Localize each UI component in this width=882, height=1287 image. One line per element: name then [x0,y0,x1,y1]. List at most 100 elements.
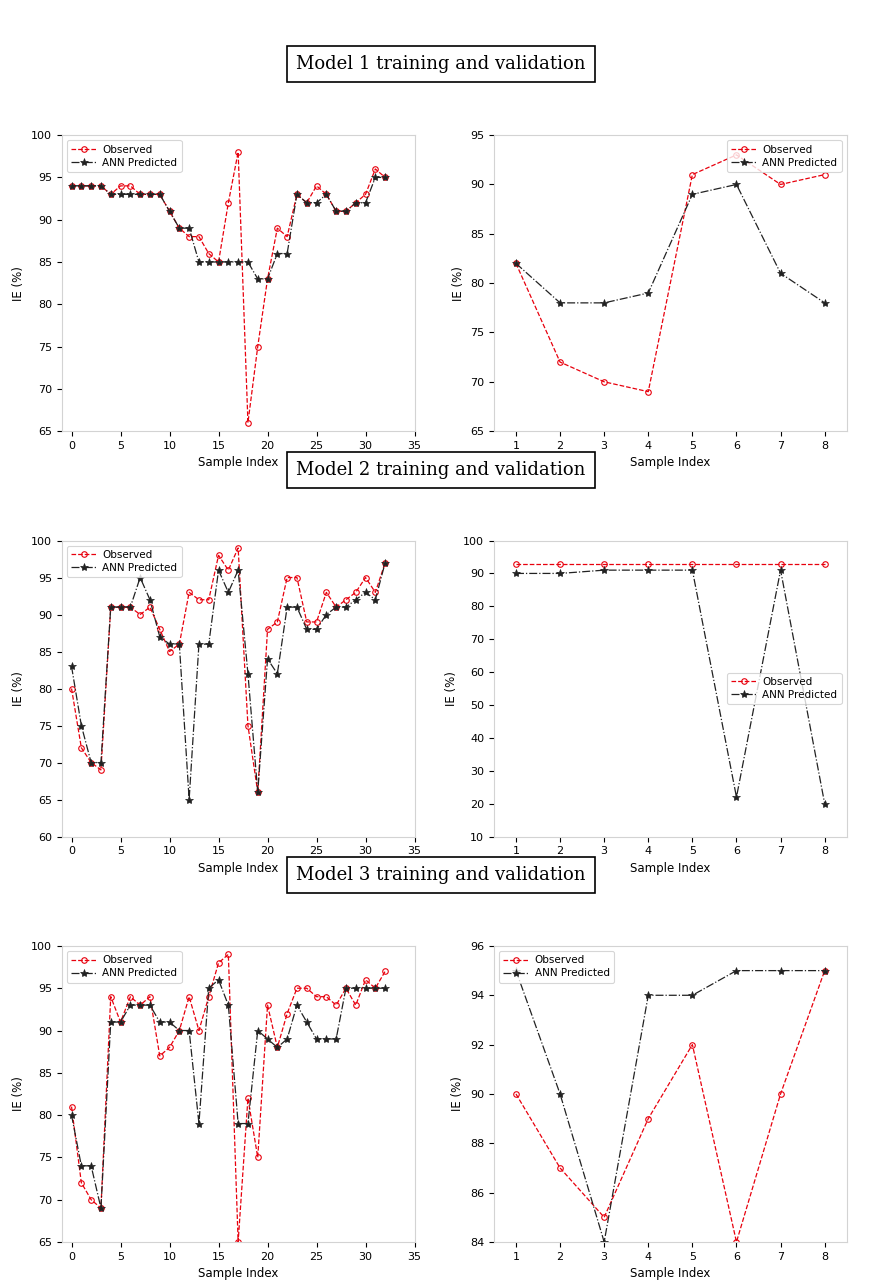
Observed [204,592,214,607]
Line: ANN Predicted: ANN Predicted [67,976,389,1212]
Observed [213,548,224,564]
ANN Predicted [243,1116,253,1131]
Observed [125,178,136,193]
ANN Predicted [643,286,654,301]
X-axis label: Sample Index: Sample Index [630,457,711,470]
ANN Predicted [66,659,77,674]
Observed [154,187,165,202]
Observed [183,229,194,245]
ANN Predicted [204,636,214,651]
Observed [731,147,742,162]
ANN Predicted [213,972,224,987]
Observed [331,600,341,615]
Legend: Observed, ANN Predicted: Observed, ANN Predicted [67,951,182,982]
Observed [164,203,175,219]
ANN Predicted [86,754,96,770]
ANN Predicted [174,1023,184,1039]
ANN Predicted [350,196,361,211]
Text: Model 2 training and validation: Model 2 training and validation [296,461,586,479]
ANN Predicted [555,566,565,582]
ANN Predicted [340,981,351,996]
Observed [233,1234,243,1250]
ANN Predicted [116,1014,126,1030]
X-axis label: Sample Index: Sample Index [630,862,711,875]
ANN Predicted [213,255,224,270]
Observed [292,981,303,996]
ANN Predicted [555,1086,565,1102]
ANN Predicted [360,584,370,600]
ANN Predicted [321,187,332,202]
ANN Predicted [233,562,243,578]
Observed [145,600,155,615]
Observed [380,964,391,979]
ANN Predicted [292,600,303,615]
ANN Predicted [819,963,830,978]
Observed [116,600,126,615]
Observed [125,600,136,615]
ANN Predicted [511,566,521,582]
Text: Model 1 training and validation: Model 1 training and validation [296,55,586,73]
Observed [174,636,184,651]
ANN Predicted [194,636,205,651]
Observed [106,600,116,615]
ANN Predicted [135,997,146,1013]
ANN Predicted [116,600,126,615]
ANN Predicted [154,629,165,645]
X-axis label: Sample Index: Sample Index [630,1268,711,1281]
Legend: Observed, ANN Predicted: Observed, ANN Predicted [727,673,841,704]
Observed [731,556,742,571]
Observed [643,1111,654,1126]
ANN Predicted [555,295,565,310]
ANN Predicted [331,203,341,219]
Observed [204,246,214,261]
Observed [174,1023,184,1039]
Observed [360,570,370,586]
ANN Predicted [331,1031,341,1046]
X-axis label: Sample Index: Sample Index [198,1268,279,1281]
ANN Predicted [340,600,351,615]
Legend: Observed, ANN Predicted: Observed, ANN Predicted [727,140,841,171]
Line: ANN Predicted: ANN Predicted [512,967,829,1246]
Observed [321,584,332,600]
Observed [282,570,293,586]
ANN Predicted [135,187,146,202]
Observed [350,997,361,1013]
Observed [687,167,698,183]
Observed [194,1023,205,1039]
ANN Predicted [116,187,126,202]
Observed [262,997,273,1013]
Observed [282,229,293,245]
ANN Predicted [183,792,194,807]
Y-axis label: IE (%): IE (%) [12,1076,26,1112]
ANN Predicted [154,187,165,202]
Observed [302,196,312,211]
ANN Predicted [154,1014,165,1030]
Observed [213,255,224,270]
ANN Predicted [282,246,293,261]
ANN Predicted [66,178,77,193]
Observed [174,220,184,236]
ANN Predicted [204,981,214,996]
ANN Predicted [125,600,136,615]
Observed [360,187,370,202]
Y-axis label: IE (%): IE (%) [452,1076,465,1112]
Observed [135,997,146,1013]
Y-axis label: IE (%): IE (%) [12,671,26,707]
Observed [223,947,234,963]
Observed [252,338,263,354]
Observed [350,196,361,211]
Observed [116,178,126,193]
Observed [555,1160,565,1175]
ANN Predicted [95,1201,106,1216]
Observed [106,988,116,1004]
ANN Predicted [687,987,698,1003]
Observed [282,1006,293,1022]
ANN Predicted [145,592,155,607]
Observed [370,981,381,996]
Observed [243,718,253,734]
ANN Predicted [223,255,234,270]
Observed [125,988,136,1004]
ANN Predicted [204,255,214,270]
Line: ANN Predicted: ANN Predicted [67,559,389,803]
ANN Predicted [819,295,830,310]
